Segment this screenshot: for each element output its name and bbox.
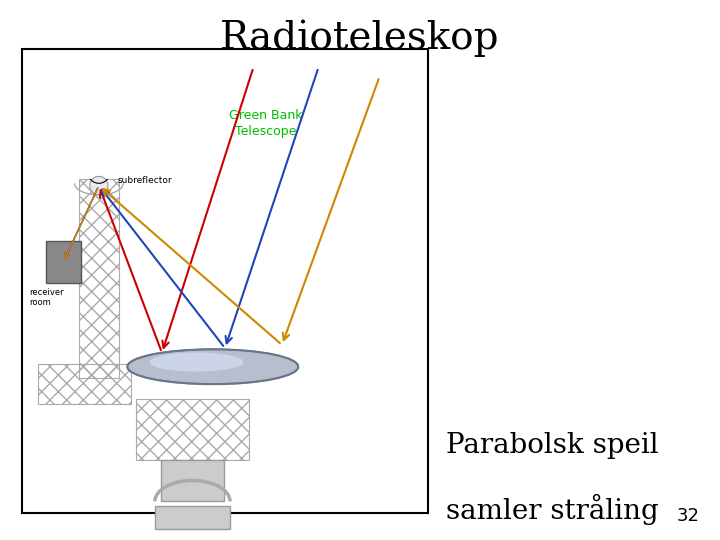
Bar (161, 460, 224, 501)
Bar (46, 241, 81, 283)
Text: samler stråling: samler stråling (446, 494, 659, 525)
Ellipse shape (127, 349, 298, 384)
Ellipse shape (150, 353, 243, 372)
Bar (38, 364, 132, 404)
Text: Parabolsk speil: Parabolsk speil (446, 432, 659, 459)
Text: 32: 32 (677, 507, 700, 525)
Text: Radioteleskop: Radioteleskop (220, 19, 500, 57)
Text: subreflector: subreflector (117, 177, 172, 185)
Bar (155, 506, 230, 529)
Text: receiver
room: receiver room (30, 288, 64, 307)
Bar (78, 179, 120, 379)
Text: Green Bank
Telescope: Green Bank Telescope (229, 109, 302, 138)
Ellipse shape (90, 177, 108, 195)
Bar (22, 49, 428, 513)
Bar (135, 399, 249, 460)
